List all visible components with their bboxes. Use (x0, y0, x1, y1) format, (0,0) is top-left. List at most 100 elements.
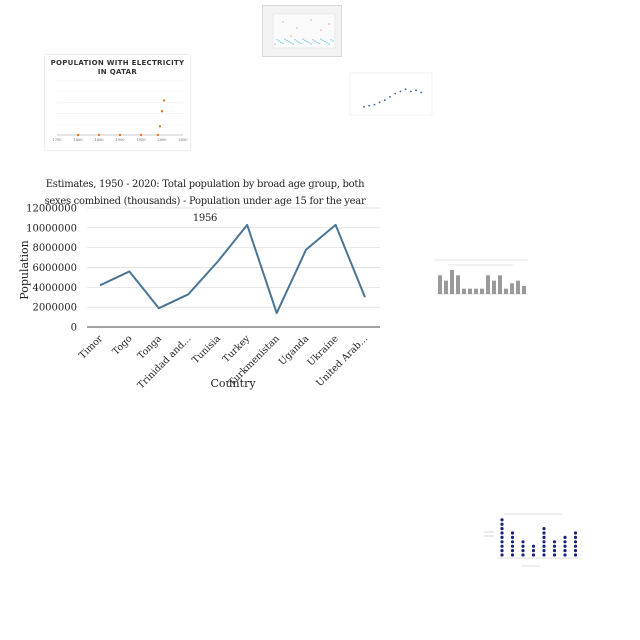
scatter-thumbnail-point (282, 42, 284, 45)
population-line-chart: Estimates, 1950 - 2020: Total population… (0, 170, 400, 400)
dot-thumbnail-point (563, 540, 567, 544)
dot-thumbnail-point (500, 553, 504, 557)
dot-thumbnail-point (552, 549, 557, 553)
bar-thumbnail-bar (492, 280, 496, 294)
line-thumbnail-point (399, 90, 402, 93)
scatter-thumbnail-point (318, 42, 320, 45)
main-x-tick-label: Timor (77, 333, 105, 361)
main-y-tick-label: 4000000 (32, 283, 77, 294)
dot-thumbnail-point (500, 549, 504, 553)
scatter-thumbnail-point (290, 42, 292, 44)
scatter-thumbnail-point (278, 40, 280, 42)
dot-thumbnail-point (531, 544, 536, 548)
main-y-tick-label: 2000000 (32, 303, 77, 314)
dot-thumbnail-point (542, 531, 546, 535)
line-thumbnail-point (420, 91, 423, 94)
dot-thumbnail-point (510, 549, 515, 553)
qatar-data-point (97, 133, 101, 137)
scatter-thumbnail-point (298, 41, 300, 43)
main-series-line (99, 223, 366, 315)
bar-thumbnail-bar (498, 275, 502, 294)
main-y-tick-label: 10000000 (26, 223, 77, 234)
scatter-thumbnail-point (296, 27, 298, 29)
dot-thumbnail-point (521, 540, 525, 544)
scatter-thumbnail-point (304, 39, 306, 42)
dot-thumbnail-point (542, 535, 546, 539)
dot-thumbnail-point (500, 522, 504, 526)
scatter-thumbnail-point (280, 41, 282, 43)
dot-thumbnail-point (531, 553, 536, 557)
dot-thumbnail-points (500, 518, 578, 557)
scatter-thumbnail-point (288, 41, 290, 43)
main-chart-gridlines (87, 207, 380, 328)
dot-thumbnail-point (510, 553, 515, 557)
main-y-tick-label: 6000000 (32, 263, 77, 274)
scatter-thumbnail-point (302, 38, 304, 40)
qatar-chart-svg: 1750 1800 1850 1900 1950 2000 2050 (52, 80, 188, 142)
qatar-x-tick-label: 2000 (157, 138, 167, 142)
qatar-data-point (156, 133, 159, 137)
qatar-data-point (162, 99, 166, 102)
bar-thumbnail-bar (462, 288, 466, 294)
main-x-tick-label: Tonga (136, 333, 165, 362)
qatar-x-tick-label: 1900 (115, 138, 125, 142)
line-thumbnail-point (363, 105, 365, 108)
dot-thumbnail-point (500, 527, 504, 531)
qatar-x-tick-label: 2050 (178, 138, 188, 142)
main-x-tick-label: Trinidad and... (136, 333, 194, 391)
dot-thumbnail-point (573, 549, 578, 553)
scatter-thumbnail-point (330, 39, 332, 41)
line-thumbnail-points (363, 88, 423, 108)
dot-thumbnail-point (500, 531, 504, 535)
dot-thumbnail-point (552, 544, 557, 548)
main-y-tick-label: 12000000 (26, 204, 77, 215)
dot-thumbnail-point (573, 540, 578, 544)
main-x-axis-label: Country (210, 377, 256, 390)
dot-thumbnail-point (563, 535, 567, 539)
dot-thumbnail-point (542, 553, 546, 557)
bar-thumbnail-bars (438, 270, 526, 294)
scatter-thumbnail-svg (272, 13, 336, 49)
line-thumbnail-point (415, 89, 417, 92)
bar-thumbnail-bar (516, 280, 520, 294)
main-x-tick-label: Tunisia (190, 333, 223, 366)
scatter-thumbnail-point (282, 21, 284, 23)
dot-thumbnail-point (521, 549, 525, 553)
dot-thumbnail-point (500, 540, 504, 544)
scatter-thumbnail-point (324, 41, 326, 43)
qatar-data-point (139, 133, 143, 137)
scatter-thumbnail-point (314, 40, 316, 42)
bar-thumbnail-bar (480, 288, 484, 294)
line-thumbnail-svg (349, 72, 433, 116)
qatar-x-tick-label: 1950 (136, 138, 146, 142)
qatar-data-point (76, 133, 80, 137)
dot-thumbnail-point (510, 540, 515, 544)
dot-chart-thumbnail (478, 508, 584, 570)
dot-thumbnail-svg (484, 513, 580, 567)
dot-thumbnail-point (573, 535, 578, 539)
scatter-thumbnail-point (284, 38, 286, 40)
qatar-data-point (158, 125, 162, 128)
scatter-thumbnail-point (310, 19, 312, 21)
scatter-thumbnail-plot-area (272, 13, 336, 49)
scatter-thumbnail-point (296, 40, 298, 42)
dot-thumbnail-point (521, 553, 525, 557)
dot-thumbnail-point (563, 553, 567, 557)
scatter-thumbnail-point (310, 43, 312, 45)
main-x-tick-label: Togo (110, 333, 134, 357)
main-chart-svg: 0 2000000 4000000 6000000 8000000 10000000 120… (18, 204, 380, 391)
scatter-thumbnail-point (328, 43, 330, 45)
main-y-tick-labels: 0 2000000 4000000 6000000 8000000 10000000 120… (26, 204, 77, 334)
scatter-thumbnail-point (312, 39, 314, 41)
line-thumbnail-point (383, 99, 386, 102)
bar-thumbnail-bar (450, 270, 454, 294)
dot-thumbnail-point (552, 553, 557, 557)
dot-thumbnail-point (542, 544, 546, 548)
dot-thumbnail-point (573, 553, 578, 557)
dot-thumbnail-point (563, 549, 567, 553)
scatter-thumbnail-point (306, 41, 308, 43)
qatar-electricity-chart: POPULATION WITH ELECTRICITY IN QATAR 175… (45, 55, 190, 150)
line-chart-thumbnail (338, 65, 436, 125)
qatar-x-tick-label: 1750 (52, 138, 62, 142)
scatter-thumbnail-point (290, 35, 292, 37)
